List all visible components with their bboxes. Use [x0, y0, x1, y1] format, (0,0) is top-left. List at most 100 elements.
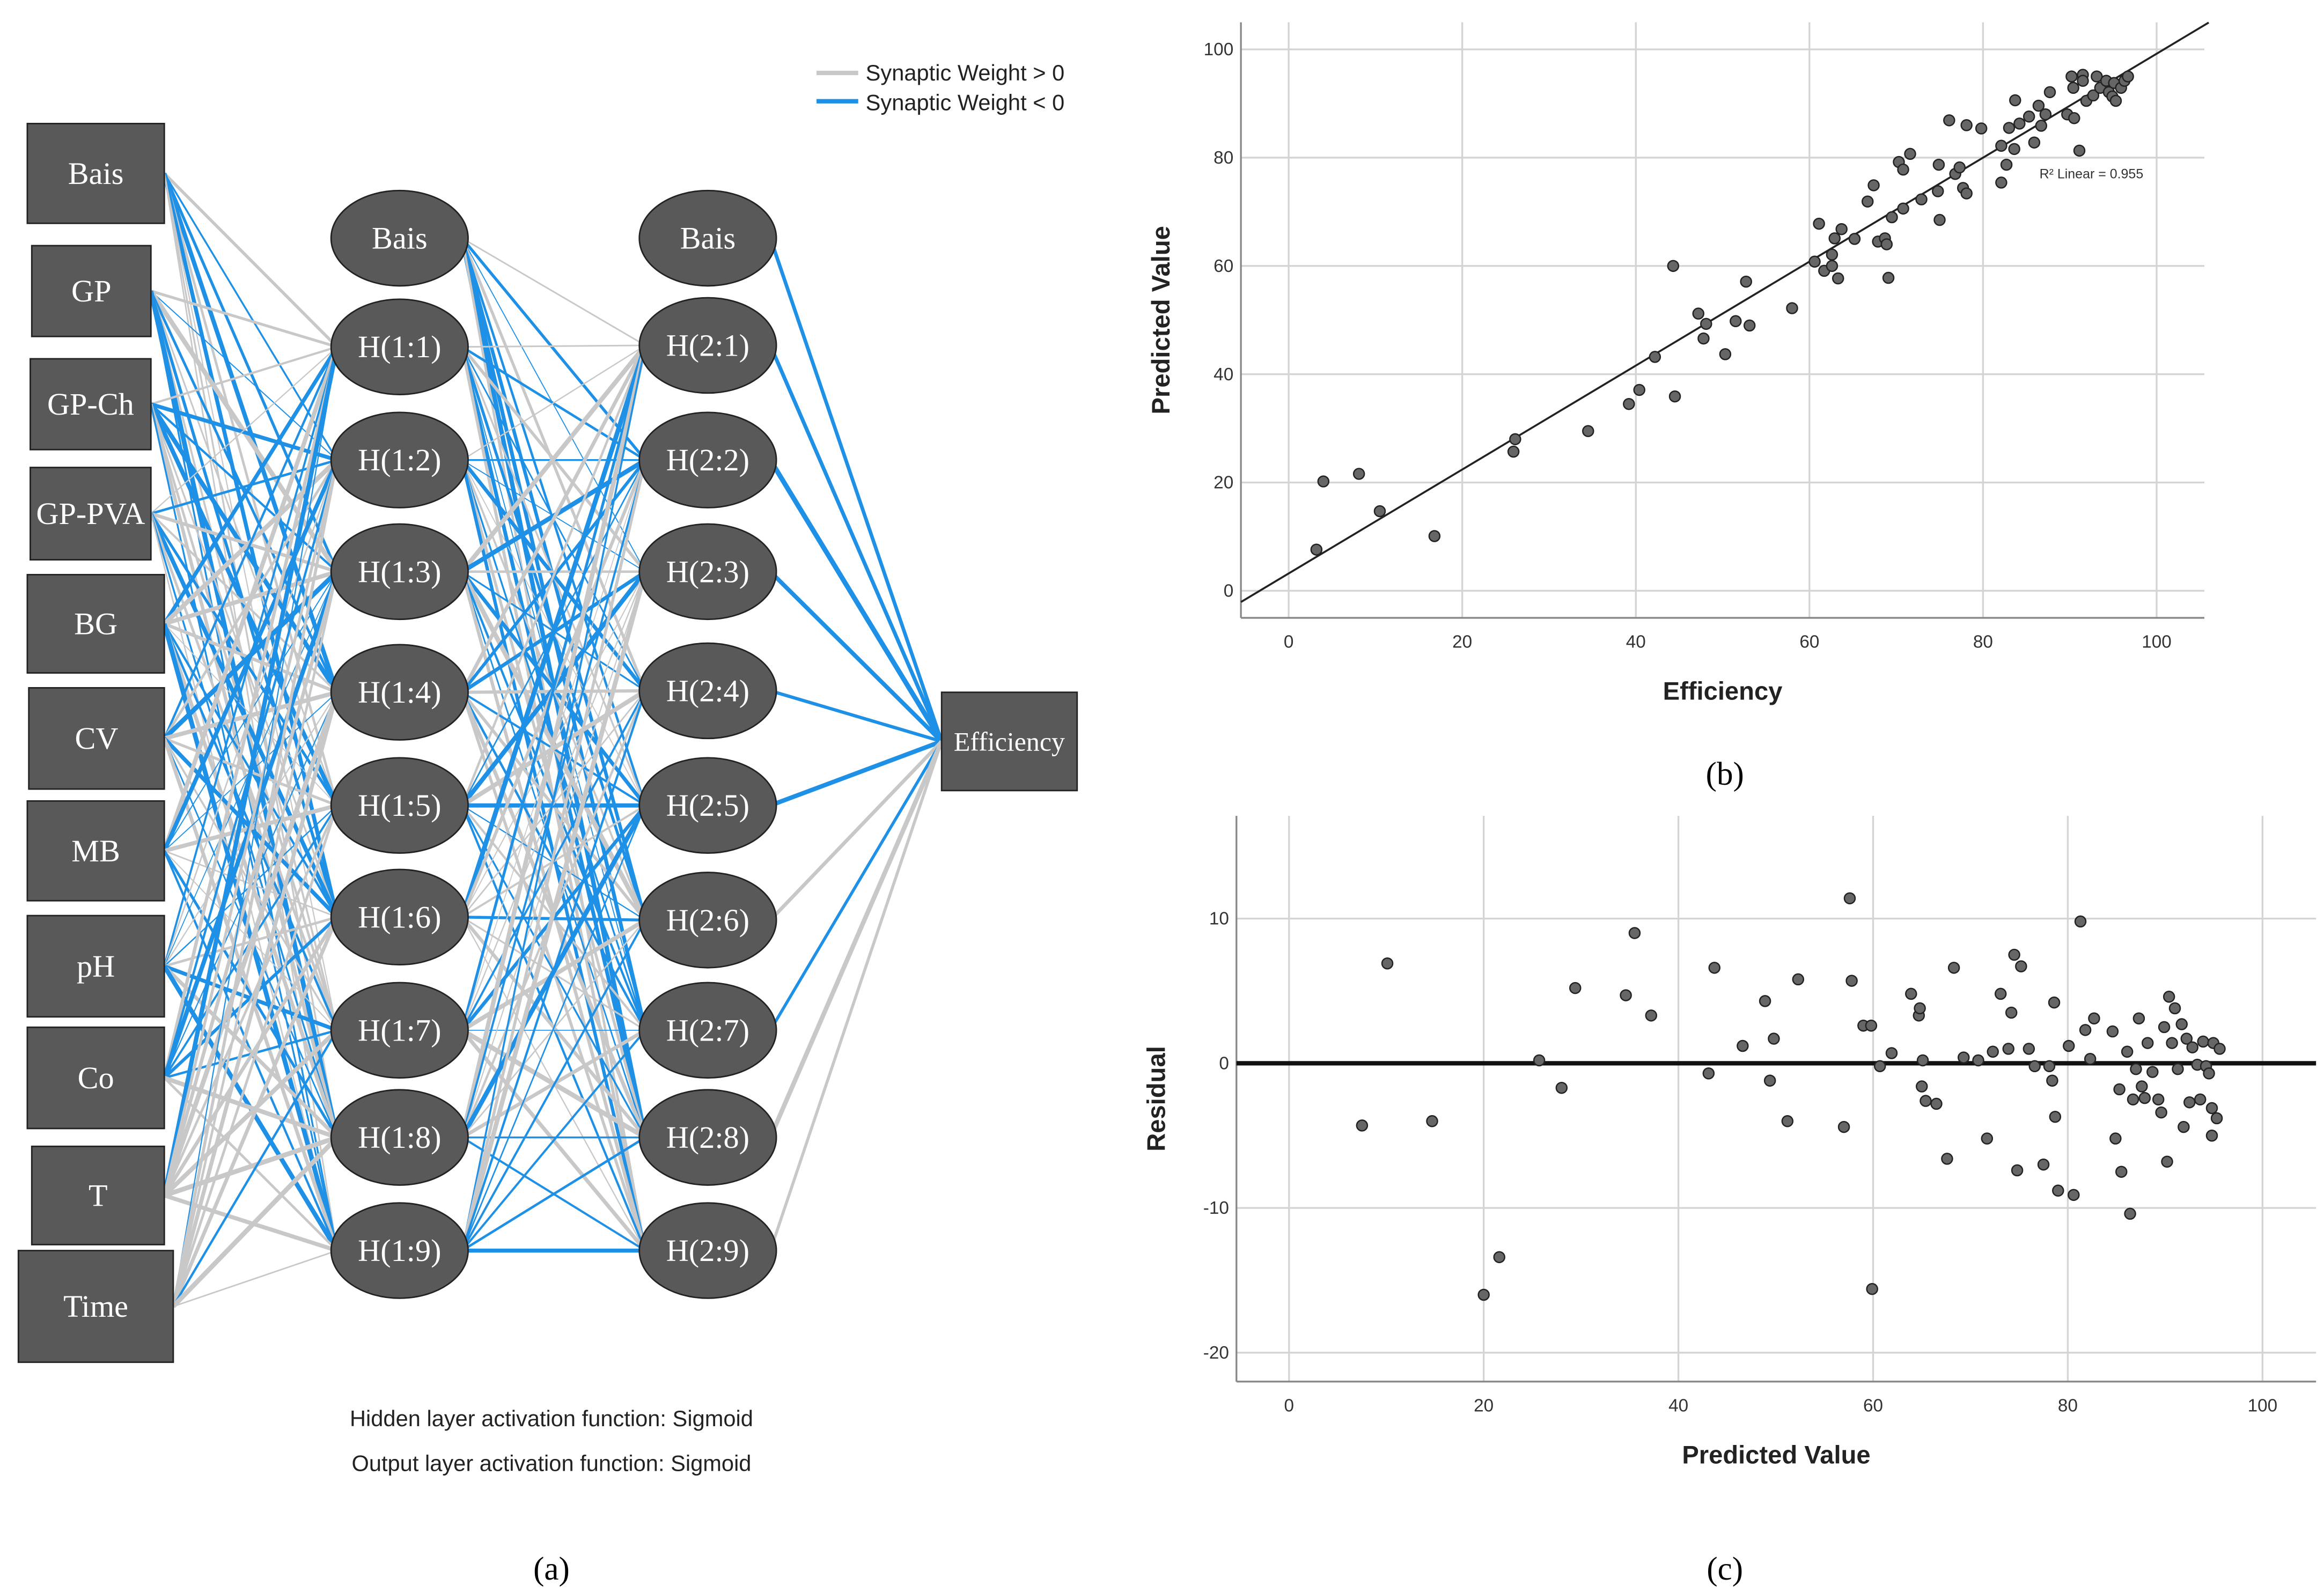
input-node-label: GP-PVA — [36, 496, 145, 531]
output-node — [940, 691, 1078, 792]
data-point — [1740, 275, 1752, 288]
data-point — [2077, 75, 2089, 87]
network-nodes: Bais GP GP-Ch GP-PVA BG CV MB pH Co T Time Bais H(1:… — [17, 122, 1078, 1363]
connection-input-hidden1 — [171, 916, 339, 1308]
y-tick-label: 60 — [1214, 256, 1233, 276]
data-point — [2166, 1037, 2178, 1049]
data-point — [2106, 1025, 2119, 1038]
x-tick-label: 60 — [1799, 632, 1819, 652]
y-tick-label: 10 — [1209, 909, 1229, 929]
data-point — [1835, 223, 1848, 235]
connection-hidden1-hidden2 — [461, 805, 646, 1251]
data-point — [1623, 397, 1635, 410]
connection-input-hidden1 — [163, 460, 339, 1196]
r-squared-annotation: R² Linear = 0.955 — [2040, 166, 2144, 181]
data-point — [1873, 1060, 1886, 1073]
input-node-label: GP — [71, 274, 111, 308]
data-point — [1916, 1080, 1928, 1093]
data-point — [2168, 1002, 2181, 1015]
data-point — [2000, 158, 2013, 171]
data-point — [2002, 1043, 2014, 1055]
data-point — [2113, 1083, 2126, 1096]
data-point — [1628, 927, 1641, 939]
data-point — [1667, 260, 1680, 272]
data-point — [2015, 960, 2027, 972]
connection-input-hidden1 — [150, 512, 338, 573]
connection-input-hidden1 — [163, 1135, 338, 1198]
data-point — [1916, 1054, 1929, 1067]
data-point — [2009, 94, 2021, 107]
data-point — [1915, 193, 1928, 205]
hidden1-node — [330, 523, 469, 621]
data-point — [2013, 117, 2026, 130]
x-tick-label: 100 — [2142, 632, 2172, 652]
connection-input-hidden1 — [150, 459, 337, 515]
data-point — [1995, 139, 2007, 152]
hidden2-node — [638, 872, 777, 969]
hidden1-node-label: H(1:7) — [358, 1013, 441, 1048]
data-point — [1509, 433, 1521, 446]
input-node — [26, 1026, 165, 1130]
data-point — [2028, 136, 2041, 149]
x-tick-label: 40 — [1626, 632, 1646, 652]
hidden2-node-label: H(2:8) — [666, 1120, 749, 1155]
connection-hidden2-output — [770, 689, 943, 743]
data-point — [2183, 1096, 2196, 1109]
hidden1-node-label: H(1:8) — [358, 1120, 441, 1155]
connection-input-hidden1 — [163, 172, 339, 348]
data-point — [2052, 1184, 2064, 1197]
hidden1-node — [330, 757, 469, 854]
data-point — [1317, 475, 1330, 488]
hidden2-node — [638, 1202, 777, 1299]
data-point — [2005, 1006, 2018, 1019]
data-point — [2127, 1093, 2139, 1106]
connection-hidden1-hidden2 — [460, 345, 648, 1138]
data-point — [2048, 996, 2061, 1009]
data-point — [2115, 1166, 2128, 1178]
data-point — [2203, 1067, 2215, 1080]
connection-hidden2-output — [769, 740, 943, 1031]
data-point — [1932, 185, 1944, 197]
data-point — [1533, 1054, 1546, 1067]
input-node-label: GP-Ch — [47, 387, 134, 422]
connection-input-hidden1 — [162, 691, 340, 1197]
data-point — [1808, 255, 1821, 268]
data-point — [1987, 1045, 1999, 1058]
data-point — [1737, 1039, 1749, 1052]
hidden1-node-label: H(1:2) — [358, 442, 441, 477]
connection-hidden2-output — [768, 238, 944, 742]
connection-hidden2-output — [768, 740, 944, 1139]
data-point — [2210, 1112, 2223, 1125]
data-point — [1700, 318, 1712, 330]
data-point — [2008, 948, 2020, 961]
data-point — [1953, 161, 1966, 174]
connection-input-hidden1 — [163, 1028, 339, 1197]
hidden2-node — [638, 642, 777, 740]
data-point — [1826, 260, 1838, 272]
data-point — [1697, 332, 1710, 345]
data-point — [2124, 1207, 2136, 1220]
data-point — [1975, 122, 1988, 135]
data-point — [1933, 213, 1946, 226]
hidden2-node-label: H(2:7) — [666, 1013, 749, 1048]
connection-hidden1-hidden2 — [460, 571, 648, 1251]
data-point — [2011, 1164, 2024, 1177]
data-point — [2158, 1021, 2171, 1034]
connection-input-hidden1 — [172, 805, 339, 1307]
y-tick-label: -20 — [1203, 1343, 1229, 1363]
data-point — [1708, 962, 1720, 974]
data-point — [2065, 70, 2078, 83]
data-point — [2084, 1053, 2097, 1065]
data-point — [2132, 1012, 2145, 1024]
hidden1-node-label: H(1:9) — [358, 1233, 441, 1268]
hidden1-node-label: H(1:1) — [358, 329, 441, 364]
input-node — [31, 245, 152, 337]
predicted-vs-efficiency-chart: 0 20 40 60 80 100 0 20 40 60 80 100 R² Linear = 0.95… — [1146, 21, 2210, 705]
data-point — [2049, 1110, 2062, 1123]
data-point — [1865, 1019, 1878, 1032]
x-tick-label: 20 — [1452, 632, 1472, 652]
x-tick-label: 0 — [1284, 632, 1294, 652]
hidden2-node-label: H(2:9) — [666, 1233, 749, 1268]
hidden2-node-label: H(2:2) — [666, 442, 749, 477]
